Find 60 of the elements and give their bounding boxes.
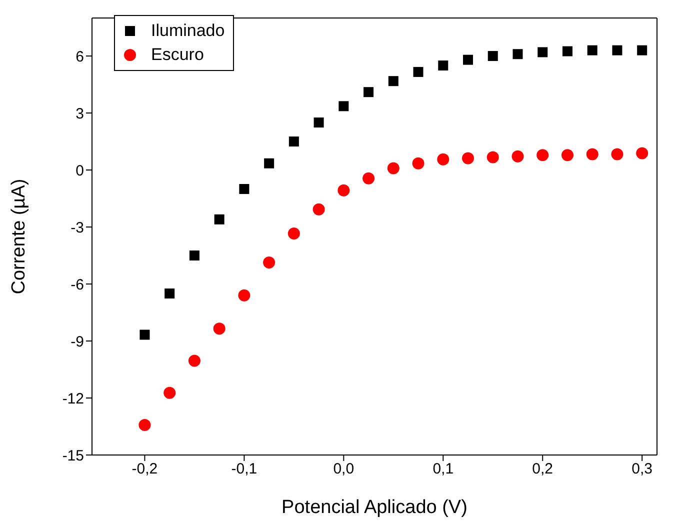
point xyxy=(164,288,175,298)
legend-label: Iluminado xyxy=(151,20,225,42)
point xyxy=(140,330,150,340)
point xyxy=(288,227,300,240)
point xyxy=(263,256,276,269)
x-axis-title: Potencial Aplicado (V) xyxy=(282,497,468,518)
point xyxy=(314,118,324,128)
y-axis-title: Corrente (µA) xyxy=(8,178,30,294)
x-tick-label: 0,1 xyxy=(432,460,454,478)
point xyxy=(637,45,648,56)
point xyxy=(486,151,499,164)
point xyxy=(264,158,274,168)
point xyxy=(412,157,424,170)
x-tick-label: 0,3 xyxy=(632,460,653,478)
x-tick-label: 0,2 xyxy=(532,460,554,478)
y-tick-label: -6 xyxy=(70,276,84,294)
point xyxy=(438,60,448,70)
y-tick-label: 6 xyxy=(76,48,84,66)
point xyxy=(636,147,648,160)
y-tick-label: 0 xyxy=(76,162,84,180)
point xyxy=(213,322,226,335)
point xyxy=(413,66,424,77)
y-tick-label: -3 xyxy=(70,219,84,236)
point xyxy=(312,203,325,216)
point xyxy=(239,184,250,194)
point xyxy=(238,289,250,302)
point xyxy=(587,45,598,56)
point xyxy=(189,250,200,260)
point xyxy=(164,386,176,399)
point xyxy=(512,49,523,60)
legend-label: Escuro xyxy=(151,44,204,66)
point xyxy=(338,184,350,196)
y-tick-label: -12 xyxy=(62,390,84,408)
point xyxy=(512,150,524,162)
point xyxy=(612,45,622,56)
point xyxy=(437,153,450,166)
point xyxy=(586,148,598,160)
point xyxy=(611,148,624,160)
point xyxy=(387,162,400,174)
point xyxy=(463,54,474,65)
point xyxy=(138,418,151,431)
point xyxy=(188,354,200,367)
point xyxy=(462,152,474,164)
point xyxy=(561,149,574,162)
y-tick-label: -9 xyxy=(70,333,84,350)
y-tick-label: 3 xyxy=(76,105,84,122)
x-tick-label: -0,2 xyxy=(132,460,158,478)
x-tick-label: 0,0 xyxy=(333,460,354,478)
point xyxy=(538,47,548,58)
point xyxy=(388,76,398,86)
point xyxy=(362,172,375,184)
x-tick-label: -0,1 xyxy=(231,460,258,478)
point xyxy=(338,101,349,112)
point xyxy=(214,214,224,224)
point xyxy=(288,136,299,146)
y-tick-label: -15 xyxy=(62,447,84,464)
point xyxy=(488,51,498,61)
point xyxy=(364,87,374,98)
point xyxy=(562,46,572,56)
point xyxy=(536,149,549,162)
